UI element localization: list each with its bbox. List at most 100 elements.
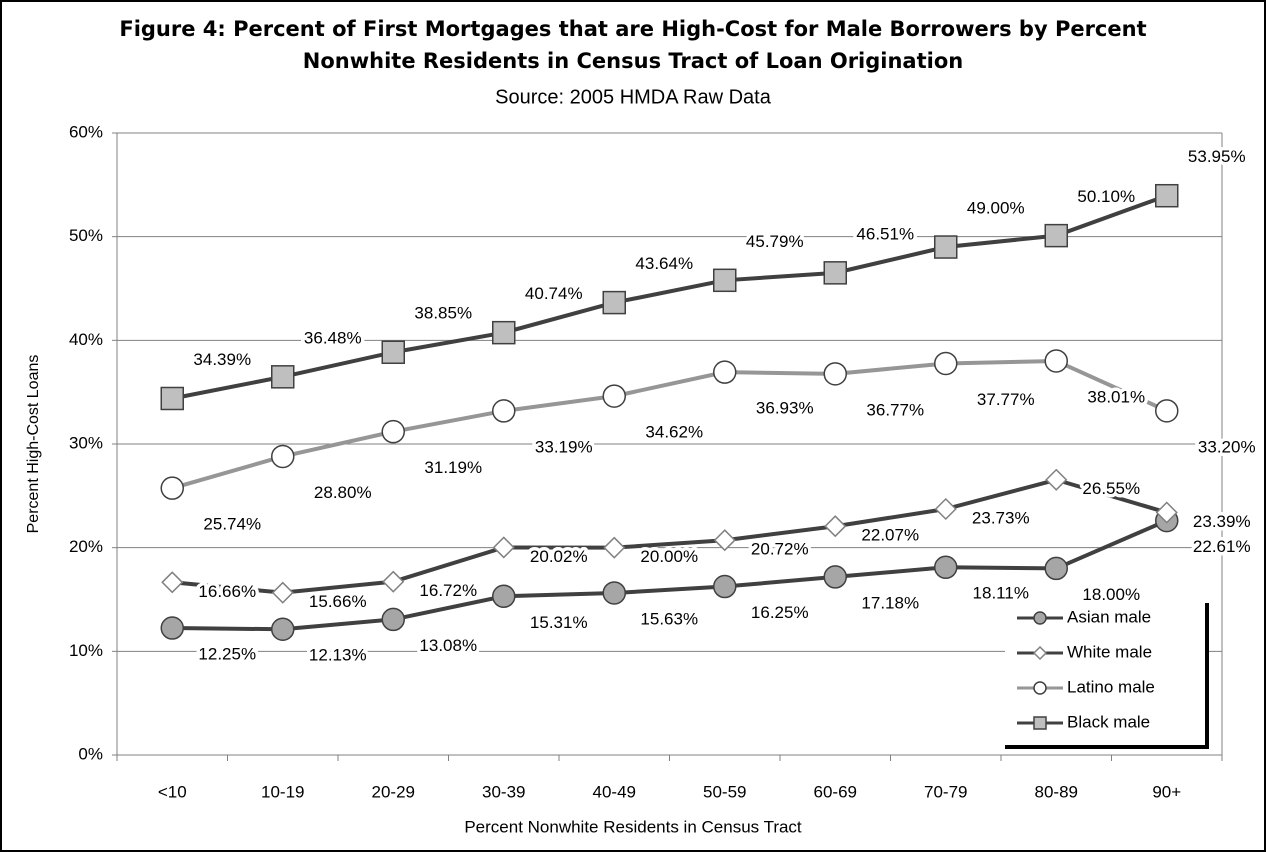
data-label: 45.79% xyxy=(746,232,804,251)
legend-label: Black male xyxy=(1067,712,1150,731)
data-label: 36.93% xyxy=(756,399,814,418)
chart-title: Figure 4: Percent of First Mortgages tha… xyxy=(119,17,1146,73)
series-line xyxy=(172,518,1168,632)
x-tick-label: 40-49 xyxy=(593,782,636,801)
data-label: 18.11% xyxy=(973,584,1029,603)
data-label: 13.08% xyxy=(419,636,477,655)
data-label: 23.39% xyxy=(1193,512,1251,531)
series-line xyxy=(171,358,1168,491)
data-label: 12.25% xyxy=(198,644,256,663)
data-label: 18.00% xyxy=(1082,585,1140,604)
data-label: 33.19% xyxy=(535,437,593,456)
legend-label: Latino male xyxy=(1067,677,1155,696)
data-label: 37.77% xyxy=(977,390,1035,409)
data-label: 28.80% xyxy=(314,483,372,502)
y-tick-label: 40% xyxy=(69,330,103,349)
data-point xyxy=(381,419,405,444)
legend-marker xyxy=(1033,681,1047,695)
data-label: 23.73% xyxy=(972,508,1030,527)
data-point xyxy=(160,476,184,500)
data-point xyxy=(160,386,184,411)
data-point xyxy=(161,571,184,594)
data-point xyxy=(934,497,957,521)
x-tick-label: 60-69 xyxy=(814,782,857,801)
data-label: 36.77% xyxy=(866,400,924,419)
data-point xyxy=(271,365,295,389)
data-label: 16.66% xyxy=(198,582,256,601)
data-point xyxy=(492,536,515,559)
legend-label: Asian male xyxy=(1067,607,1151,626)
y-tick-label: 0% xyxy=(78,744,103,763)
data-label: 31.19% xyxy=(424,458,482,477)
data-point xyxy=(271,581,294,604)
x-axis-label: Percent Nonwhite Residents in Census Tra… xyxy=(464,817,802,836)
data-point xyxy=(1045,468,1068,491)
data-point xyxy=(1044,556,1068,581)
data-point xyxy=(603,536,626,559)
data-point xyxy=(602,384,626,408)
data-label: 25.74% xyxy=(203,515,261,534)
data-point xyxy=(823,261,847,285)
data-point xyxy=(713,360,737,384)
x-tick-label: 80-89 xyxy=(1035,782,1078,801)
data-label: 22.61% xyxy=(1193,537,1251,556)
x-tick-label: 10-19 xyxy=(261,782,304,801)
data-point xyxy=(823,565,847,589)
data-point xyxy=(934,235,958,259)
y-tick-label: 10% xyxy=(69,641,103,660)
data-point xyxy=(271,444,295,469)
data-label: 17.18% xyxy=(861,593,919,612)
data-label: 46.51% xyxy=(856,224,914,243)
series-line xyxy=(172,477,1168,595)
data-label: 22.07% xyxy=(861,526,919,545)
data-label: 20.00% xyxy=(640,547,698,566)
series-line xyxy=(171,193,1168,401)
data-point xyxy=(381,607,405,632)
y-tick-label: 60% xyxy=(69,122,103,141)
data-label: 16.25% xyxy=(751,603,809,622)
data-point xyxy=(713,574,737,599)
data-label: 50.10% xyxy=(1077,187,1135,206)
legend-marker xyxy=(1033,611,1047,625)
data-label: 38.85% xyxy=(414,304,472,323)
data-label: 49.00% xyxy=(967,199,1025,218)
x-tick-label: 90+ xyxy=(1152,782,1181,801)
data-label: 38.01% xyxy=(1087,387,1145,406)
data-point xyxy=(1044,223,1068,248)
data-label: 34.62% xyxy=(645,423,703,442)
y-axis-label: Percent High-Cost Loans xyxy=(25,355,42,534)
legend-marker xyxy=(1032,645,1048,661)
data-label: 33.20% xyxy=(1198,437,1256,456)
y-tick-label: 50% xyxy=(69,226,103,245)
data-point xyxy=(492,399,516,423)
legend-label: White male xyxy=(1067,642,1152,661)
data-label: 53.95% xyxy=(1188,147,1246,166)
data-point xyxy=(713,268,737,293)
data-label: 16.72% xyxy=(419,581,477,600)
x-tick-label: 30-39 xyxy=(482,782,525,801)
data-label: 20.72% xyxy=(751,540,809,559)
data-point xyxy=(160,616,184,640)
data-label: 12.13% xyxy=(309,646,367,665)
data-label: 15.66% xyxy=(309,592,367,611)
y-tick-label: 30% xyxy=(69,433,103,452)
x-tick-label: <10 xyxy=(158,782,187,801)
data-point xyxy=(382,570,405,593)
data-point xyxy=(824,515,847,538)
data-point xyxy=(271,617,295,642)
data-label: 40.74% xyxy=(525,284,583,303)
x-tick-label: 20-29 xyxy=(372,782,415,801)
data-point xyxy=(602,290,626,315)
data-point xyxy=(713,529,736,552)
x-tick-label: 50-59 xyxy=(703,782,746,801)
data-point xyxy=(1155,183,1179,208)
data-point xyxy=(492,584,516,609)
chart-subtitle: Source: 2005 HMDA Raw Data xyxy=(495,86,772,108)
data-label: 36.48% xyxy=(304,328,362,347)
data-point xyxy=(823,362,847,386)
data-point xyxy=(1155,399,1179,423)
data-label: 20.02% xyxy=(530,547,588,566)
y-tick-label: 20% xyxy=(69,537,103,556)
data-label: 43.64% xyxy=(635,254,693,273)
